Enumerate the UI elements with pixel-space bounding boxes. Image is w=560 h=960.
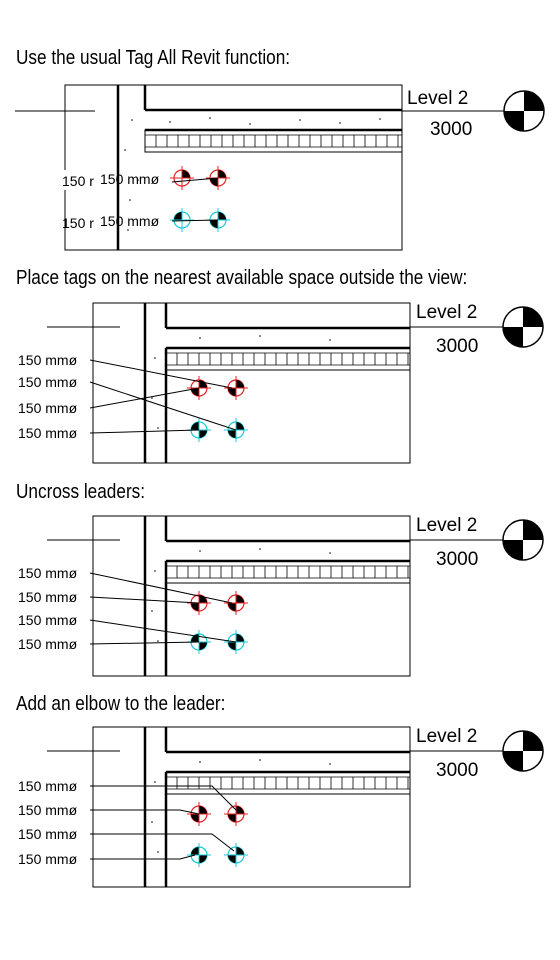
tag-label: 150 mmø bbox=[18, 589, 78, 605]
ceiling-grid bbox=[144, 129, 403, 153]
level-elevation: 3000 bbox=[436, 549, 478, 570]
tag-label: 150 mmø bbox=[18, 802, 78, 818]
pipe-section-icon bbox=[187, 843, 211, 867]
step-1-drawing: 150 r 150 mmø 150 r 150 mmø Level 2 3000 bbox=[15, 84, 545, 251]
pipe-section-icon bbox=[170, 208, 194, 232]
tag-label: 150 mmø bbox=[100, 171, 160, 187]
pipe-section-icon bbox=[170, 166, 194, 190]
level-elevation: 3000 bbox=[436, 760, 478, 781]
step-2-figure: 150 mmø 150 mmø 150 mmø 150 mmø Level 2 … bbox=[0, 298, 560, 473]
concrete-hatch bbox=[151, 759, 331, 853]
ceiling-grid bbox=[165, 560, 411, 584]
view-crop-border bbox=[92, 726, 411, 888]
tag-truncated: 150 r bbox=[62, 173, 94, 189]
level-name: Level 2 bbox=[416, 515, 477, 536]
tag-label: 150 mmø bbox=[18, 352, 78, 368]
ceiling-grid bbox=[165, 347, 411, 371]
level-elevation: 3000 bbox=[430, 119, 472, 140]
level-head-icon bbox=[502, 519, 544, 561]
level-head-icon bbox=[503, 90, 545, 132]
tag-label: 150 mmø bbox=[18, 374, 78, 390]
step-4-figure: 150 mmø 150 mmø 150 mmø 150 mmø Level 2 … bbox=[0, 722, 560, 897]
tag-label: 150 mmø bbox=[18, 400, 78, 416]
pipe-section-icon bbox=[224, 802, 248, 826]
tag-label: 150 mmø bbox=[18, 612, 78, 628]
ceiling-grid bbox=[165, 771, 411, 795]
level-head-icon bbox=[502, 306, 544, 348]
tag-label: 150 mmø bbox=[18, 778, 78, 794]
tag-label: 150 mmø bbox=[18, 565, 78, 581]
tag-label: 150 mmø bbox=[18, 851, 78, 867]
step-3-heading: Uncross leaders: bbox=[16, 481, 146, 503]
step-1-figure: 150 r 150 mmø 150 r 150 mmø Level 2 3000 bbox=[0, 80, 560, 255]
step-2-heading: Place tags on the nearest available spac… bbox=[16, 267, 468, 289]
view-crop-border bbox=[64, 84, 403, 251]
step-4-heading: Add an elbow to the leader: bbox=[16, 693, 226, 715]
step-1-heading: Use the usual Tag All Revit function: bbox=[16, 47, 291, 69]
view-crop-border bbox=[92, 515, 411, 677]
tag-label: 150 mmø bbox=[18, 425, 78, 441]
pipe-section-icon bbox=[224, 376, 248, 400]
concrete-hatch bbox=[151, 548, 331, 642]
concrete-hatch bbox=[124, 117, 381, 231]
pipe-section-icon bbox=[224, 843, 248, 867]
level-elevation: 3000 bbox=[436, 336, 478, 357]
level-name: Level 2 bbox=[416, 302, 477, 323]
step-4-drawing: 150 mmø 150 mmø 150 mmø 150 mmø Level 2 … bbox=[18, 726, 544, 888]
step-2-drawing: 150 mmø 150 mmø 150 mmø 150 mmø Level 2 … bbox=[18, 302, 544, 464]
tag-label: 150 mmø bbox=[18, 636, 78, 652]
tag-label: 150 mmø bbox=[18, 826, 78, 842]
step-3-figure: 150 mmø 150 mmø 150 mmø 150 mmø Level 2 … bbox=[0, 511, 560, 686]
level-name: Level 2 bbox=[416, 726, 477, 747]
tag-truncated: 150 r bbox=[62, 215, 94, 231]
concrete-hatch bbox=[151, 335, 331, 429]
level-head-icon bbox=[502, 730, 544, 772]
level-name: Level 2 bbox=[407, 88, 468, 109]
pipe-section-icon bbox=[224, 591, 248, 615]
step-3-drawing: 150 mmø 150 mmø 150 mmø 150 mmø Level 2 … bbox=[18, 515, 544, 677]
tag-label: 150 mmø bbox=[100, 213, 160, 229]
